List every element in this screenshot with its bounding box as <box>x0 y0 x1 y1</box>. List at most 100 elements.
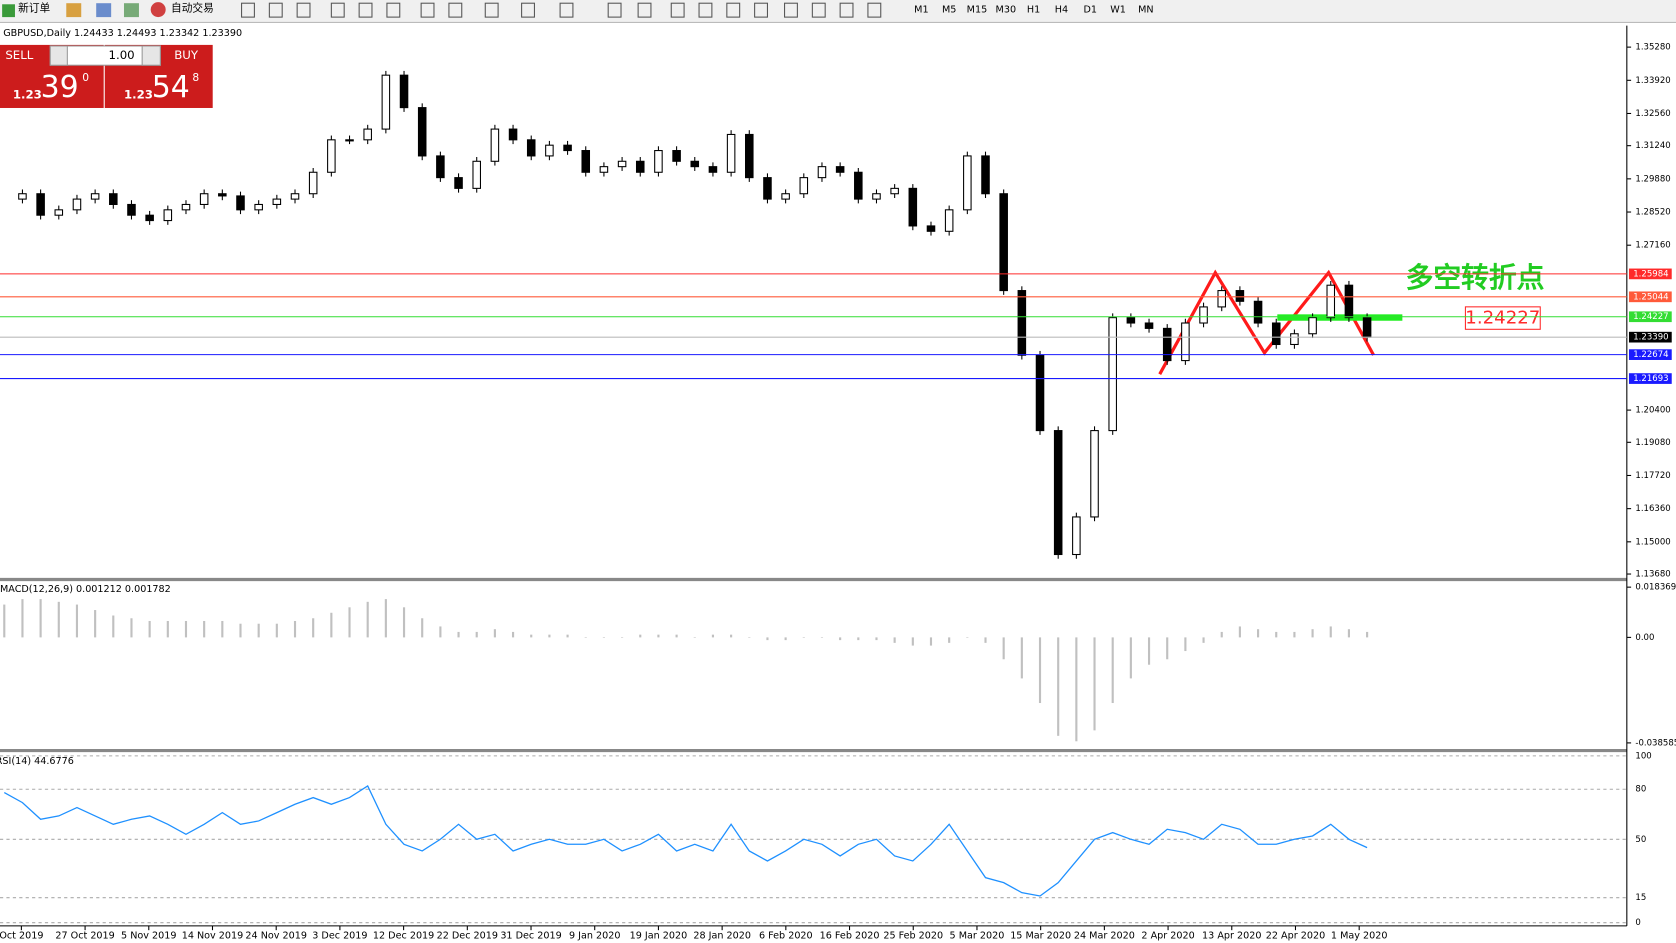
price-level-tag <box>1628 373 1672 384</box>
timeframe-button[interactable]: M5 <box>942 5 956 16</box>
x-tick-label: 3 Dec 2019 <box>312 931 367 942</box>
candle-body <box>272 198 282 205</box>
tool-icon[interactable] <box>66 3 82 18</box>
y-tick-label: 1.17720 <box>1635 471 1670 481</box>
buy-price-pips: 54 <box>152 70 190 105</box>
tool-icon[interactable] <box>867 2 882 18</box>
tool-icon[interactable] <box>241 2 255 18</box>
candle-body <box>563 144 572 152</box>
candle-body <box>254 203 263 211</box>
y-tick-label: 1.13680 <box>1635 570 1670 580</box>
tool-icon[interactable] <box>521 2 535 18</box>
candle-body <box>508 128 518 141</box>
zigzag-arrow <box>1158 269 1375 375</box>
candle-body <box>181 203 191 211</box>
lot-value[interactable]: 1.00 <box>109 48 135 62</box>
x-tick-label: 1 May 2020 <box>1331 931 1388 942</box>
tool-icon[interactable] <box>484 2 499 18</box>
price-level-tag <box>1628 311 1672 323</box>
pivot-bar <box>1277 314 1403 321</box>
lot-down[interactable] <box>49 45 68 66</box>
tool-icon[interactable] <box>448 2 463 18</box>
timeframe-button[interactable]: M15 <box>967 5 988 16</box>
tool-icon[interactable] <box>637 2 652 18</box>
x-tick-label: 15 Mar 2020 <box>1010 931 1071 942</box>
sell-button[interactable]: SELL <box>5 48 33 62</box>
candle-body <box>981 155 990 195</box>
timeframe-button[interactable]: M30 <box>996 5 1017 16</box>
tool-icon[interactable] <box>698 2 713 18</box>
macd-bar <box>584 637 587 638</box>
macd-bar <box>911 637 914 646</box>
tool-icon[interactable] <box>330 2 345 18</box>
rsi-line <box>3 784 1368 897</box>
tool-icon[interactable] <box>358 2 373 18</box>
new-order-button[interactable]: 新订单 <box>18 2 50 15</box>
macd-bar <box>439 626 442 638</box>
timeframe-button[interactable]: M1 <box>914 5 928 16</box>
auto-trading-icon[interactable] <box>150 2 166 18</box>
tool-icon[interactable] <box>420 2 435 18</box>
tool-icon[interactable] <box>96 3 112 18</box>
candle-body <box>490 128 500 162</box>
macd-bar <box>39 599 42 638</box>
candle-body <box>908 187 918 227</box>
auto-trading-button[interactable]: 自动交易 <box>171 2 214 15</box>
candle-body <box>1072 516 1081 556</box>
macd-bar <box>1093 637 1096 731</box>
x-tick-label: 19 Jan 2020 <box>630 931 688 942</box>
macd-bar <box>1166 637 1169 660</box>
macd-bar <box>657 634 660 638</box>
macd-bar <box>1293 631 1296 638</box>
sell-price-pips: 39 <box>41 70 79 105</box>
price-level-tag <box>1628 331 1672 343</box>
candle-body <box>18 193 27 200</box>
tool-icon[interactable] <box>123 3 139 18</box>
tool-icon[interactable] <box>754 2 768 18</box>
candle-body <box>90 193 100 200</box>
new-order-icon[interactable] <box>2 4 15 18</box>
y-tick-label: 1.19080 <box>1635 438 1670 448</box>
candle-body <box>526 139 536 157</box>
y-tick-label: 0.018369 <box>1635 583 1676 593</box>
x-tick-label: 6 Feb 2020 <box>759 931 813 942</box>
timeframe-button[interactable]: W1 <box>1110 5 1126 16</box>
macd-bar <box>275 623 278 638</box>
candle-body <box>1017 290 1027 356</box>
candle-body <box>72 198 82 211</box>
price-level-label: 1.25044 <box>1633 292 1668 302</box>
tool-icon[interactable] <box>607 2 622 18</box>
macd-bar <box>1038 637 1042 704</box>
timeframe-button[interactable]: H4 <box>1055 5 1068 16</box>
macd-bar <box>166 620 169 638</box>
tool-icon[interactable] <box>268 2 283 18</box>
timeframe-button[interactable]: H1 <box>1027 5 1040 16</box>
tool-icon[interactable] <box>670 2 685 18</box>
timeframe-button[interactable]: MN <box>1138 5 1153 16</box>
candle-body <box>581 150 591 173</box>
price-level-label: 1.25984 <box>1633 269 1668 279</box>
tool-icon[interactable] <box>811 2 826 18</box>
drawing-tools <box>241 2 882 18</box>
candle-body <box>127 203 136 216</box>
y-tick-label: -0.038585 <box>1635 738 1676 748</box>
tool-icon[interactable] <box>386 2 401 18</box>
buy-button[interactable]: BUY <box>174 48 199 62</box>
tool-icon[interactable] <box>784 2 798 18</box>
macd-bar <box>1220 631 1223 638</box>
tool-icon[interactable] <box>296 2 311 18</box>
macd-bar <box>184 620 188 638</box>
timeframe-button[interactable]: D1 <box>1083 5 1097 16</box>
tool-icon[interactable] <box>839 2 854 18</box>
tool-icon[interactable] <box>726 2 741 18</box>
tool-icon[interactable] <box>559 2 574 18</box>
candle-body <box>1162 327 1172 362</box>
macd-bar <box>1366 631 1369 638</box>
y-tick-label: 0 <box>1635 918 1640 928</box>
x-tick-label: 27 Oct 2019 <box>55 931 114 942</box>
lot-up[interactable] <box>141 45 161 66</box>
price-level-tag <box>1628 291 1672 303</box>
y-tick-label: 80 <box>1635 785 1646 795</box>
candle-body <box>999 193 1008 292</box>
